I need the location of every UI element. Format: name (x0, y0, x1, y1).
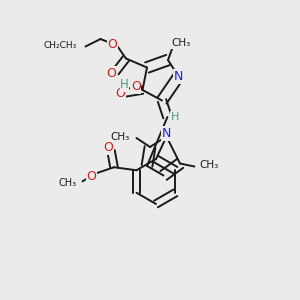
Text: O: O (106, 67, 116, 80)
Text: O: O (131, 80, 141, 94)
Text: O: O (115, 86, 125, 100)
Text: O: O (87, 170, 97, 183)
Text: CH₃: CH₃ (59, 178, 77, 188)
Text: CH₃: CH₃ (199, 160, 218, 170)
Text: CH₂CH₃: CH₂CH₃ (44, 40, 77, 50)
Text: O: O (108, 38, 117, 51)
Text: H: H (171, 112, 179, 122)
Text: CH₃: CH₃ (172, 38, 191, 49)
Text: CH₃: CH₃ (111, 131, 130, 142)
Text: H: H (120, 78, 129, 91)
Text: N: N (162, 127, 171, 140)
Text: O: O (103, 141, 113, 154)
Text: N: N (174, 70, 183, 83)
